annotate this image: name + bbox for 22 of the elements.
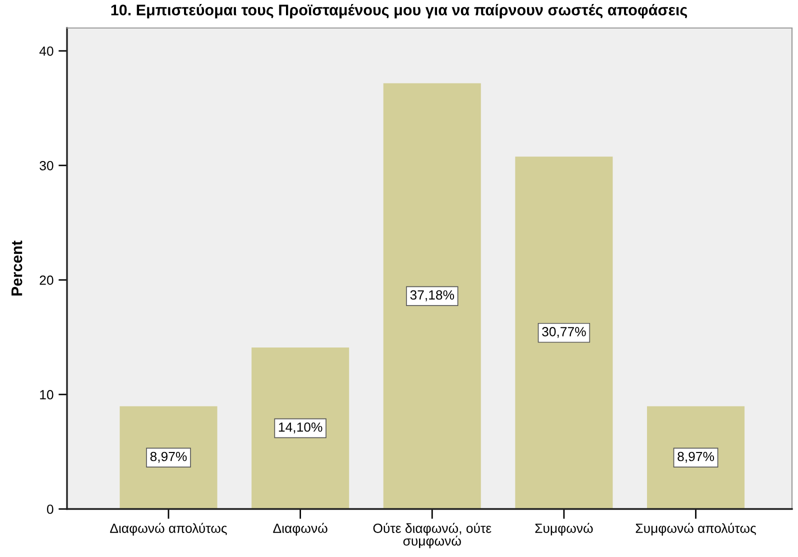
y-tick-label: 0 [46, 504, 54, 514]
data-label: 8,97% [150, 452, 187, 463]
y-tick-label: 20 [40, 276, 54, 285]
data-label: 30,77% [542, 327, 586, 338]
x-tick-label: Ούτε διαφωνώ, ούτε συμφωνώ [373, 522, 492, 548]
data-label: 8,97% [678, 452, 714, 463]
x-tick-label: Διαφωνώ απολύτως [110, 522, 227, 536]
data-label: 37,18% [410, 290, 454, 302]
bar [647, 406, 745, 509]
data-label: 14,10% [278, 422, 322, 434]
bar [515, 156, 613, 509]
x-tick-label: Διαφωνώ [273, 522, 328, 536]
bar [120, 406, 218, 509]
y-tick-label: 40 [39, 46, 54, 56]
x-tick-label: Συμφωνώ απολύτως [636, 522, 756, 536]
bar [383, 83, 481, 509]
bar [252, 348, 350, 509]
y-tick-label: 10 [40, 390, 54, 400]
y-axis-title: Percent [12, 240, 22, 296]
chart-title: 10. Εμπιστεύομαι τους Προϊσταμένους μου για να παίρνουν σωστές αποφάσεις [111, 4, 688, 18]
x-tick-label: Συμφωνώ [535, 522, 593, 536]
y-tick-label: 30 [40, 160, 54, 170]
